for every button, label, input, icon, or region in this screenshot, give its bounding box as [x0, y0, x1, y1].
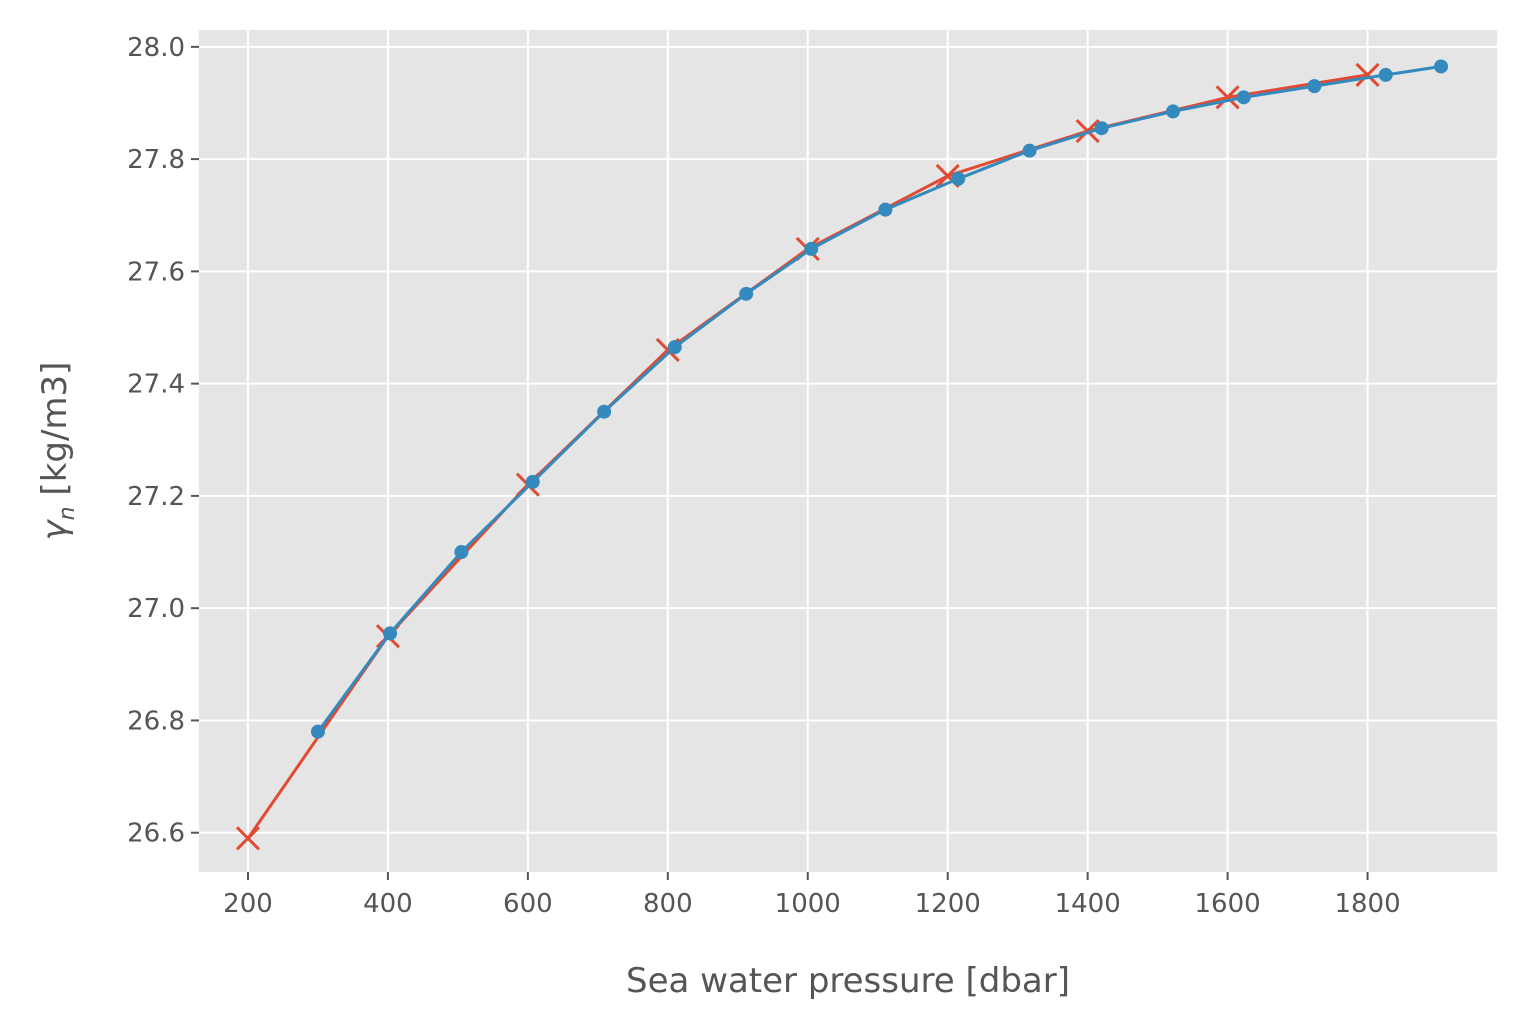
x-tick-label: 400 [363, 889, 413, 919]
y-tick-label: 27.0 [127, 594, 185, 624]
x-tick-label: 1200 [915, 889, 981, 919]
y-tick-label: 27.6 [127, 257, 185, 287]
series-2 [310, 59, 1449, 739]
x-tick-label: 1800 [1334, 889, 1400, 919]
data-point-circle-marker [383, 626, 398, 641]
data-point-circle-marker [739, 286, 754, 301]
data-point-x-marker [235, 826, 261, 851]
data-point-circle-marker [1378, 67, 1393, 82]
data-point-circle-marker [1307, 79, 1322, 94]
x-tick-label: 600 [503, 889, 553, 919]
data-point-x-marker [1355, 62, 1380, 87]
plot-area [199, 30, 1497, 872]
y-axis-label-unit: [kg/m3] [35, 362, 75, 507]
data-point-circle-marker [1434, 59, 1449, 74]
data-point-circle-marker [667, 340, 682, 355]
y-tick-label: 27.2 [127, 482, 185, 512]
x-axis-label: Sea water pressure [dbar] [626, 961, 1070, 1001]
data-point-circle-marker [1094, 121, 1109, 136]
x-tick-label: 1000 [775, 889, 841, 919]
y-tick-label: 28.0 [127, 33, 185, 63]
data-point-circle-marker [1022, 143, 1037, 158]
data-point-circle-marker [454, 545, 469, 560]
data-point-circle-marker [1166, 104, 1181, 119]
x-tick-label: 1600 [1195, 889, 1261, 919]
y-axis-label-symbol: γ [35, 518, 75, 540]
data-point-circle-marker [1236, 90, 1251, 105]
data-point-circle-marker [525, 474, 540, 489]
y-tick-label: 26.6 [127, 819, 185, 849]
data-point-circle-marker [310, 724, 325, 739]
y-tick-label: 27.4 [127, 370, 185, 400]
y-axis-label-subscript: n [55, 506, 80, 520]
data-point-circle-marker [878, 202, 893, 217]
x-tick-label: 800 [643, 889, 693, 919]
series-layer [235, 59, 1449, 851]
data-point-x-marker [1215, 85, 1240, 110]
y-tick-label: 26.8 [127, 706, 185, 736]
y-axis-label: γn [kg/m3] [35, 362, 80, 541]
y-axis: 26.6 26.8 27.0 27.2 27.4 27.6 27.8 28.0 [127, 33, 199, 849]
data-point-circle-marker [951, 171, 966, 186]
x-tick-label: 200 [223, 889, 273, 919]
y-tick-label: 27.8 [127, 145, 185, 175]
x-axis: 200 400 600 800 1000 1200 1400 1600 1800 [223, 872, 1401, 919]
data-point-circle-marker [804, 241, 819, 256]
x-tick-label: 1400 [1055, 889, 1121, 919]
data-point-circle-marker [597, 404, 612, 419]
